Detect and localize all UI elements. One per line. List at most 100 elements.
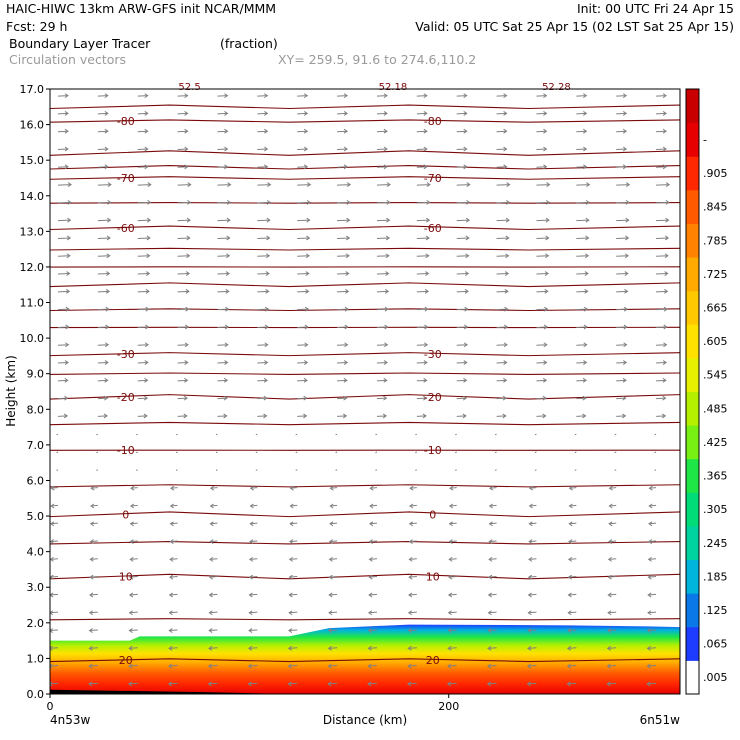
- circulation-vector: [169, 576, 178, 578]
- circulation-vector-head: [184, 342, 189, 348]
- circulation-vector: [250, 540, 258, 543]
- circulation-vector: [496, 219, 510, 222]
- circulation-vector-head: [146, 217, 152, 223]
- circulation-vector: [574, 451, 577, 454]
- circulation-vector-head: [288, 574, 293, 580]
- circulation-vector-head: [208, 610, 213, 616]
- circulation-vector: [97, 148, 108, 150]
- circulation-vector-head: [247, 645, 253, 651]
- circulation-vector: [455, 451, 457, 454]
- circulation-vector: [250, 504, 258, 507]
- circulation-vector: [416, 95, 427, 97]
- circulation-vector-head: [208, 592, 213, 598]
- circulation-vector-head: [463, 164, 468, 170]
- circulation-vector-head: [327, 645, 332, 651]
- circulation-vector: [130, 487, 138, 489]
- circulation-vector: [456, 273, 469, 275]
- circulation-vector: [249, 576, 258, 578]
- circulation-vector-head: [606, 663, 611, 669]
- circulation-vector-head: [144, 360, 149, 365]
- circulation-vector: [407, 682, 417, 685]
- circulation-vector-head: [385, 235, 391, 241]
- circulation-vector-head: [304, 360, 309, 365]
- circulation-vector: [408, 665, 417, 667]
- circulation-vector: [297, 308, 309, 311]
- circulation-vector: [647, 682, 657, 685]
- circulation-vector: [608, 540, 617, 543]
- circulation-vector: [257, 95, 268, 97]
- circulation-vector: [208, 682, 218, 685]
- circulation-vector-head: [185, 271, 191, 276]
- circulation-vector-head: [226, 217, 231, 223]
- circulation-vector: [370, 487, 378, 489]
- circulation-vector: [576, 379, 587, 382]
- y-tick-label: 9.0: [27, 368, 45, 381]
- circulation-vector: [536, 273, 549, 275]
- circulation-vector: [337, 112, 348, 115]
- circulation-vector-head: [264, 146, 269, 152]
- circulation-vector-head: [144, 164, 149, 170]
- circulation-vector: [656, 201, 669, 204]
- colorbar-swatch: [686, 626, 699, 661]
- circulation-vector: [97, 237, 111, 239]
- circulation-vector: [576, 237, 589, 239]
- circulation-vector-head: [625, 217, 630, 223]
- colorbar-swatch: [686, 156, 699, 191]
- circulation-vector-head: [622, 377, 627, 383]
- circulation-vector-head: [50, 681, 53, 687]
- y-tick-label: 13.0: [20, 225, 45, 238]
- circulation-vector: [376, 415, 387, 417]
- circulation-vector-head: [566, 645, 572, 651]
- circulation-vector: [217, 344, 228, 346]
- circulation-vector-head: [505, 235, 510, 241]
- circulation-vector-head: [224, 110, 229, 116]
- circulation-vector-head: [223, 377, 229, 383]
- circulation-vector-head: [447, 610, 452, 616]
- circulation-vector: [137, 148, 148, 150]
- circulation-vector: [616, 273, 628, 275]
- circulation-vector: [50, 593, 59, 596]
- contour-label: 0: [122, 508, 129, 521]
- circulation-vector: [409, 522, 417, 525]
- circulation-vector-head: [503, 324, 509, 330]
- y-tick-label: 2.0: [27, 617, 45, 630]
- top-edge-label: 52.5: [178, 82, 200, 93]
- circulation-vector: [648, 522, 657, 525]
- circulation-vector: [97, 397, 108, 400]
- circulation-vector: [130, 558, 138, 560]
- circulation-vector: [489, 504, 497, 507]
- circulation-vector: [290, 504, 298, 507]
- circulation-vector-head: [426, 217, 431, 223]
- circulation-vector-head: [187, 182, 192, 188]
- circulation-vector: [609, 487, 617, 489]
- circulation-vector: [290, 487, 298, 489]
- circulation-vector: [448, 611, 457, 614]
- circulation-vector: [656, 219, 669, 222]
- circulation-vector-head: [267, 182, 272, 188]
- circulation-vector-head: [65, 288, 71, 294]
- circulation-vector: [654, 433, 657, 436]
- circulation-vector-head: [502, 413, 507, 419]
- circulation-vector: [449, 487, 457, 489]
- circulation-vector: [137, 95, 148, 97]
- circulation-vector-head: [368, 592, 373, 598]
- circulation-vector-head: [88, 681, 93, 687]
- circulation-vector: [297, 166, 308, 168]
- circulation-vector-head: [506, 182, 511, 188]
- circulation-vector-head: [343, 93, 348, 99]
- circulation-vector-head: [226, 253, 231, 259]
- circulation-vector-head: [265, 253, 271, 259]
- circulation-vector-head: [662, 146, 667, 152]
- circulation-vector: [447, 665, 457, 667]
- circulation-vector-head: [566, 663, 571, 669]
- circulation-vector: [90, 558, 98, 560]
- circulation-vector: [137, 166, 148, 168]
- contour-label: 0: [429, 508, 436, 521]
- circulation-vector-head: [303, 164, 309, 170]
- circulation-vector: [57, 362, 69, 364]
- circulation-vector: [528, 576, 537, 578]
- circulation-vector: [376, 397, 387, 400]
- y-axis: 0.0 1.0 2.0 3.0 4.0 5.0 6.0 7.0 8.0 9.0 10.0 11.0 12…: [20, 83, 50, 701]
- circulation-vector: [536, 148, 547, 150]
- circulation-vector: [210, 522, 218, 525]
